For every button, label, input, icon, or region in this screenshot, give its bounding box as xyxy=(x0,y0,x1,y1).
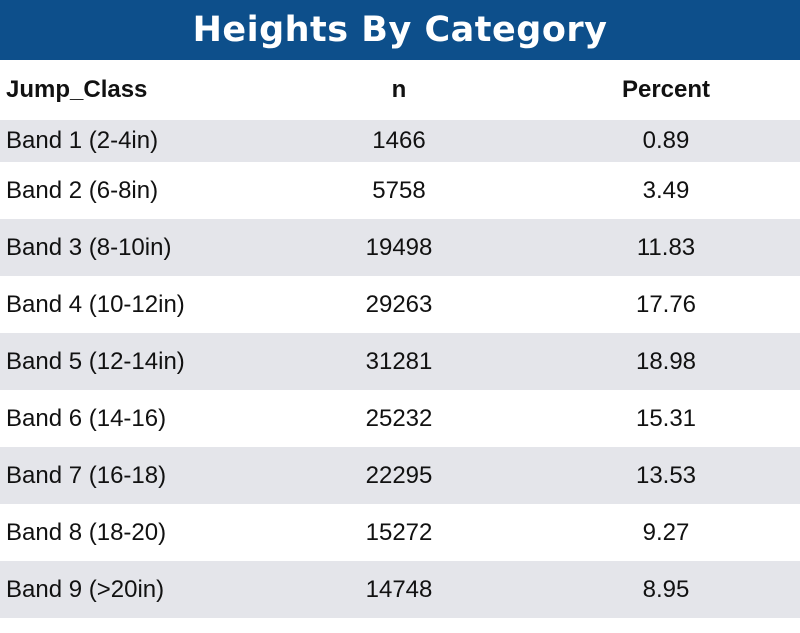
percent-cell: 8.95 xyxy=(642,575,690,603)
n-cell: 19498 xyxy=(365,233,433,261)
table-row: Band 6 (14-16) 25232 15.31 xyxy=(0,390,800,447)
jump-class-cell: Band 2 (6-8in) xyxy=(6,176,159,204)
jump-class-cell: Band 9 (>20in) xyxy=(6,575,165,603)
header-row: Jump_Class n Percent xyxy=(0,60,800,120)
table-row: Band 2 (6-8in) 5758 3.49 xyxy=(0,162,800,219)
table-row: Band 8 (18-20) 15272 9.27 xyxy=(0,504,800,561)
jump-class-cell: Band 3 (8-10in) xyxy=(6,233,172,261)
table-row: Band 1 (2-4in) 1466 0.89 xyxy=(0,120,800,162)
n-cell: 22295 xyxy=(365,461,433,489)
percent-cell: 18.98 xyxy=(635,347,697,375)
percent-cell: 15.31 xyxy=(635,404,697,432)
column-header-percent: Percent xyxy=(621,76,711,103)
n-cell: 31281 xyxy=(365,347,433,375)
heights-table: Jump_Class n Percent Band 1 (2-4in) 1466… xyxy=(0,60,800,618)
n-cell: 29263 xyxy=(365,290,433,318)
jump-class-cell: Band 7 (16-18) xyxy=(6,461,167,489)
n-cell: 1466 xyxy=(372,127,426,154)
table-title: Heights By Category xyxy=(0,0,800,60)
table-row: Band 3 (8-10in) 19498 11.83 xyxy=(0,219,800,276)
column-header-jump-class: Jump_Class xyxy=(6,76,148,103)
n-cell: 5758 xyxy=(372,176,426,204)
jump-class-cell: Band 6 (14-16) xyxy=(6,404,167,432)
n-cell: 15272 xyxy=(365,518,433,546)
percent-cell: 0.89 xyxy=(642,127,690,154)
jump-class-cell: Band 4 (10-12in) xyxy=(6,290,185,318)
table-row: Band 4 (10-12in) 29263 17.76 xyxy=(0,276,800,333)
table-row: Band 9 (>20in) 14748 8.95 xyxy=(0,561,800,618)
table-row: Band 5 (12-14in) 31281 18.98 xyxy=(0,333,800,390)
percent-cell: 17.76 xyxy=(635,290,697,318)
percent-cell: 11.83 xyxy=(636,233,696,261)
percent-cell: 13.53 xyxy=(635,461,697,489)
jump-class-cell: Band 5 (12-14in) xyxy=(6,347,185,375)
percent-cell: 9.27 xyxy=(642,518,690,546)
table-row: Band 7 (16-18) 22295 13.53 xyxy=(0,447,800,504)
jump-class-cell: Band 1 (2-4in) xyxy=(6,127,159,154)
percent-cell: 3.49 xyxy=(642,176,690,204)
n-cell: 14748 xyxy=(365,575,433,603)
jump-class-cell: Band 8 (18-20) xyxy=(6,518,167,546)
column-header-n: n xyxy=(391,76,407,103)
n-cell: 25232 xyxy=(365,404,433,432)
